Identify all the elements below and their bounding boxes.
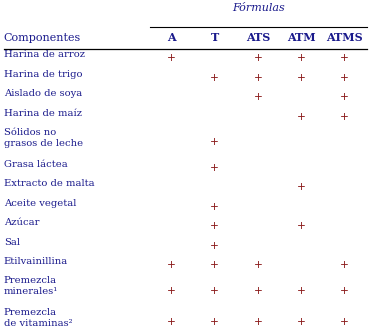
Text: Extracto de malta: Extracto de malta [4, 179, 94, 188]
Text: +: + [340, 53, 349, 63]
Text: +: + [340, 112, 349, 122]
Text: Premezcla
minerales¹: Premezcla minerales¹ [4, 276, 58, 296]
Text: Harina de maíz: Harina de maíz [4, 109, 82, 118]
Text: +: + [340, 260, 349, 270]
Text: Premezcla
de vitaminas²: Premezcla de vitaminas² [4, 308, 72, 328]
Text: +: + [167, 260, 176, 270]
Text: +: + [167, 318, 176, 327]
Text: +: + [210, 241, 219, 251]
Text: +: + [210, 202, 219, 212]
Text: Aceite vegetal: Aceite vegetal [4, 199, 76, 208]
Text: Grasa láctea: Grasa láctea [4, 160, 67, 169]
Text: +: + [297, 318, 306, 327]
Text: +: + [297, 286, 306, 295]
Text: +: + [210, 163, 219, 173]
Text: +: + [340, 318, 349, 327]
Text: +: + [210, 286, 219, 295]
Text: +: + [297, 53, 306, 63]
Text: +: + [340, 286, 349, 295]
Text: ATM: ATM [287, 32, 316, 43]
Text: +: + [210, 137, 219, 147]
Text: +: + [167, 286, 176, 295]
Text: +: + [297, 112, 306, 122]
Text: +: + [210, 73, 219, 83]
Text: Harina de arroz: Harina de arroz [4, 50, 85, 59]
Text: +: + [167, 53, 176, 63]
Text: +: + [254, 260, 263, 270]
Text: +: + [210, 318, 219, 327]
Text: Etilvainillina: Etilvainillina [4, 257, 68, 266]
Text: Sal: Sal [4, 238, 20, 247]
Text: +: + [297, 182, 306, 192]
Text: +: + [210, 221, 219, 231]
Text: A: A [167, 32, 176, 43]
Text: +: + [340, 73, 349, 83]
Text: +: + [297, 73, 306, 83]
Text: +: + [340, 92, 349, 102]
Text: Sólidos no
grasos de leche: Sólidos no grasos de leche [4, 128, 83, 148]
Text: ATMS: ATMS [327, 32, 363, 43]
Text: +: + [254, 92, 263, 102]
Text: Aislado de soya: Aislado de soya [4, 89, 82, 98]
Text: Componentes: Componentes [4, 33, 81, 43]
Text: T: T [211, 32, 219, 43]
Text: +: + [254, 286, 263, 295]
Text: ATS: ATS [246, 32, 270, 43]
Text: +: + [297, 221, 306, 231]
Text: Fórmulas: Fórmulas [232, 3, 285, 13]
Text: +: + [254, 53, 263, 63]
Text: +: + [254, 73, 263, 83]
Text: Azúcar: Azúcar [4, 218, 39, 227]
Text: Harina de trigo: Harina de trigo [4, 70, 82, 79]
Text: +: + [210, 260, 219, 270]
Text: +: + [254, 318, 263, 327]
